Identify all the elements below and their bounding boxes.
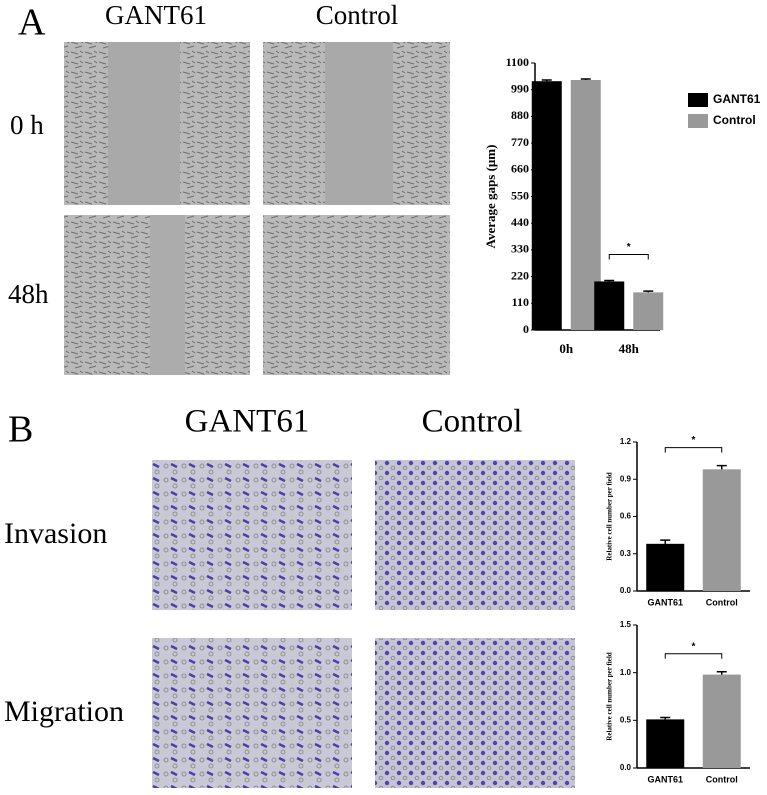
y-axis-label: Relative cell number per field <box>606 652 614 740</box>
y-tick-label: 990 <box>511 81 529 95</box>
row-label: Invasion <box>4 517 107 550</box>
wound-gap <box>150 215 185 375</box>
wound-gap <box>108 42 180 205</box>
y-tick-label: 1100 <box>506 55 529 69</box>
legend-label: GANT61 <box>713 92 761 106</box>
bar <box>594 281 625 330</box>
y-tick-label: 1.0 <box>620 668 632 677</box>
x-tick-label: 0h <box>559 341 574 356</box>
error-bar <box>660 716 671 720</box>
y-tick-label: 0.3 <box>620 549 632 558</box>
y-tick-label: 0.6 <box>620 512 632 521</box>
bar <box>702 674 741 768</box>
error-bar <box>643 290 654 293</box>
y-tick-label: 880 <box>511 108 529 122</box>
bar <box>646 719 685 768</box>
bar <box>702 469 741 591</box>
column-label: Control <box>316 0 399 30</box>
error-bar <box>541 79 552 82</box>
error-bar <box>660 539 671 544</box>
y-tick-label: 770 <box>511 135 529 149</box>
row-label: Migration <box>4 695 124 728</box>
y-tick-label: 660 <box>511 162 529 176</box>
panel-letter: B <box>8 409 33 451</box>
significance-label: * <box>627 242 631 253</box>
row-label: 48h <box>8 279 49 309</box>
bar <box>531 81 562 330</box>
significance-bracket <box>664 653 723 659</box>
micrograph <box>152 638 352 788</box>
y-tick-label: 0.9 <box>620 474 632 483</box>
micrograph <box>152 460 352 610</box>
significance-label: * <box>692 641 696 652</box>
y-tick-label: 0.0 <box>620 763 632 772</box>
legend-label: Control <box>713 113 756 127</box>
x-tick-label: GANT61 <box>647 774 683 784</box>
x-tick-label: Control <box>706 774 738 784</box>
y-tick-label: 110 <box>512 295 529 309</box>
wound-gap <box>325 42 393 205</box>
x-tick-label: 48h <box>619 341 640 356</box>
y-tick-label: 0.5 <box>620 715 632 724</box>
legend-swatch <box>688 93 708 107</box>
error-bar <box>716 464 727 470</box>
y-tick-label: 440 <box>511 215 529 229</box>
x-tick-label: Control <box>706 597 738 607</box>
error-bar <box>716 670 727 675</box>
column-label: GANT61 <box>105 0 207 30</box>
y-tick-label: 1.2 <box>620 437 632 446</box>
significance-label: * <box>692 435 696 446</box>
error-bar <box>580 78 591 80</box>
bar <box>633 292 664 330</box>
x-tick-label: GANT61 <box>647 597 683 607</box>
row-label: 0 h <box>10 110 44 140</box>
micrograph <box>263 215 450 375</box>
y-tick-label: 220 <box>511 268 529 282</box>
y-tick-label: 1.5 <box>620 620 632 629</box>
y-tick-label: 0 <box>523 322 529 336</box>
significance-bracket <box>608 253 649 260</box>
panel-letter: A <box>18 2 46 44</box>
y-tick-label: 330 <box>511 242 529 256</box>
legend-swatch <box>688 114 708 128</box>
micrograph <box>375 460 575 610</box>
significance-bracket <box>664 447 723 453</box>
y-tick-label: 0.0 <box>620 586 632 595</box>
bar <box>646 543 685 591</box>
y-axis-label: Average gaps (μm) <box>483 145 498 249</box>
column-label: GANT61 <box>185 404 310 440</box>
micrographs <box>64 42 575 788</box>
y-tick-label: 550 <box>511 188 529 202</box>
error-bar <box>604 279 615 282</box>
column-label: Control <box>422 404 523 440</box>
y-axis-label: Relative cell number per field <box>606 472 614 560</box>
micrograph <box>375 638 575 788</box>
